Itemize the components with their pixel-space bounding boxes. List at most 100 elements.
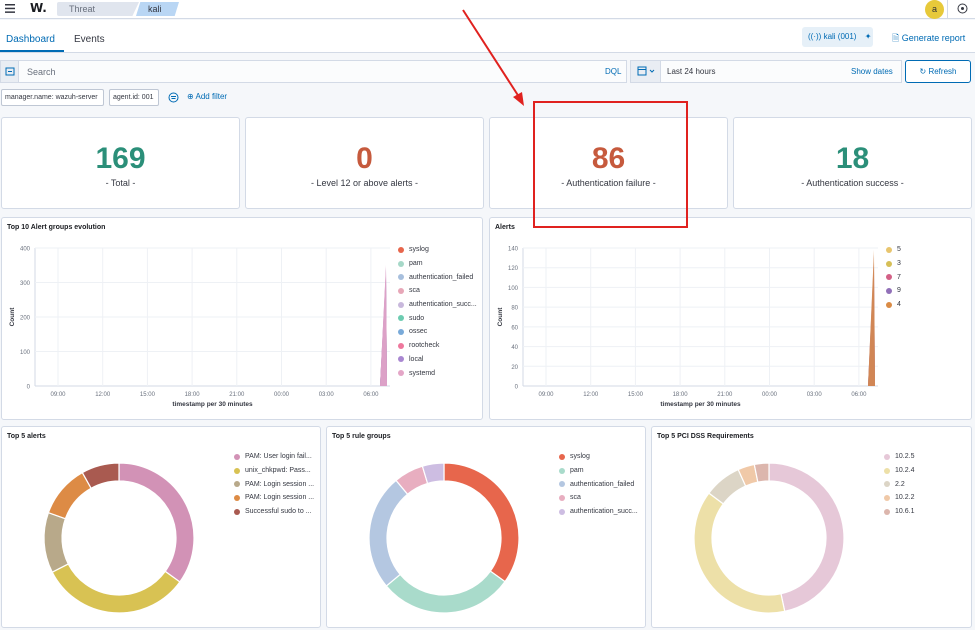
alerts-legend-item[interactable]: 7 xyxy=(886,270,901,284)
query-language-button[interactable]: DQL xyxy=(605,67,622,76)
donut-slice xyxy=(43,511,70,573)
alert-groups-legend-item[interactable]: authentication_failed xyxy=(398,270,477,284)
top5-alerts-legend-item[interactable]: PAM: User login fail... xyxy=(234,450,314,464)
legend-label: sca xyxy=(409,287,420,295)
alerts-legend-item[interactable]: 3 xyxy=(886,257,901,271)
area-series-mark xyxy=(380,264,387,386)
legend-label: rootcheck xyxy=(409,342,440,350)
x-tick-label: 12:00 xyxy=(583,392,599,398)
help-icon[interactable] xyxy=(957,3,968,14)
search-bar[interactable]: Search DQL xyxy=(0,60,627,83)
annotation-arrow-head xyxy=(513,92,524,106)
filter-pill-manager[interactable]: manager.name: wazuh-server xyxy=(1,89,104,106)
show-dates-link[interactable]: Show dates xyxy=(851,67,893,76)
legend-label: 9 xyxy=(897,287,901,295)
legend-swatch xyxy=(559,453,565,460)
alert-groups-chart-title: Top 10 Alert groups evolution xyxy=(7,224,106,231)
alerts-chart-title: Alerts xyxy=(495,224,515,231)
alert-groups-legend-item[interactable]: syslog xyxy=(398,243,477,257)
filter-pill-agent[interactable]: agent.id: 001 xyxy=(109,89,159,106)
alerts-legend-item[interactable]: 5 xyxy=(886,243,901,257)
top5-alerts-legend-item[interactable]: PAM: Login session ... xyxy=(234,491,314,505)
top5-alerts-legend-item[interactable]: PAM: Login session ... xyxy=(234,477,314,491)
top5-pci-legend-item[interactable]: 10.2.5 xyxy=(884,450,914,464)
top5-alerts-legend: PAM: User login fail... unix_chkpwd: Pass… xyxy=(234,450,314,518)
saved-query-icon[interactable] xyxy=(1,61,19,82)
user-avatar[interactable]: a xyxy=(925,0,944,19)
top5-alerts-legend-item[interactable]: Successful sudo to ... xyxy=(234,505,314,519)
legend-swatch xyxy=(234,481,240,488)
legend-swatch xyxy=(398,370,404,377)
top5-pci-legend-item[interactable]: 10.2.4 xyxy=(884,464,914,478)
legend-swatch xyxy=(886,287,892,294)
top5-rule-groups-legend-item[interactable]: authentication_succ... xyxy=(559,505,638,519)
legend-label: 10.6.1 xyxy=(895,508,915,516)
agent-signal-icon: ((·)) xyxy=(808,32,822,41)
pin-icon[interactable]: ✦ xyxy=(864,32,872,41)
legend-swatch xyxy=(559,494,565,501)
y-tick-label: 0 xyxy=(515,385,519,391)
top5-rule-groups-legend-item[interactable]: syslog xyxy=(559,450,638,464)
top5-pci-legend-item[interactable]: 10.2.2 xyxy=(884,491,914,505)
y-tick-label: 100 xyxy=(20,350,31,356)
stat-level12-value: 0 xyxy=(356,142,373,175)
legend-label: 10.2.2 xyxy=(895,494,915,502)
top5-rule-groups-legend-item[interactable]: authentication_failed xyxy=(559,477,638,491)
plus-circle-icon: ⊕ xyxy=(187,92,194,101)
top5-rule-groups-legend-item[interactable]: pam xyxy=(559,464,638,478)
filter-options-icon[interactable] xyxy=(168,92,179,103)
y-tick-label: 300 xyxy=(20,281,31,287)
x-axis-label: timestamp per 30 minutes xyxy=(660,401,741,408)
top5-pci-panel: Top 5 PCI DSS Requirements 10.2.5 10.2.4 2… xyxy=(651,426,972,628)
stat-auth-success-value: 18 xyxy=(835,142,870,175)
top5-rule-groups-panel: Top 5 rule groups syslog pam authenticatio… xyxy=(326,426,646,628)
stat-total-panel: 169 - Total - xyxy=(1,117,240,209)
agent-selector[interactable]: ((·)) kali (001) ✦ xyxy=(802,27,873,47)
legend-label: 10.2.5 xyxy=(895,453,915,461)
legend-swatch xyxy=(884,481,890,488)
tab-events[interactable]: Events xyxy=(74,34,105,45)
top5-pci-title: Top 5 PCI DSS Requirements xyxy=(657,433,754,440)
breadcrumb-threat-hunting[interactable]: Threat Hunting xyxy=(57,2,139,16)
alerts-legend-item[interactable]: 4 xyxy=(886,298,901,312)
top5-pci-legend-item[interactable]: 10.6.1 xyxy=(884,505,914,519)
generate-report-label: Generate report xyxy=(901,33,966,43)
alert-groups-legend-item[interactable]: authentication_succ... xyxy=(398,298,477,312)
search-input[interactable]: Search xyxy=(27,67,56,77)
alert-groups-legend-item[interactable]: systemd xyxy=(398,366,477,380)
alert-groups-legend-item[interactable]: sca xyxy=(398,284,477,298)
legend-label: unix_chkpwd: Pass... xyxy=(245,467,311,475)
alert-groups-legend-item[interactable]: rootcheck xyxy=(398,339,477,353)
top5-pci-legend-item[interactable]: 2.2 xyxy=(884,477,914,491)
alert-groups-legend-item[interactable]: local xyxy=(398,353,477,367)
legend-swatch xyxy=(884,508,890,515)
top5-alerts-legend-item[interactable]: unix_chkpwd: Pass... xyxy=(234,464,314,478)
y-axis-label: Count xyxy=(497,307,504,327)
y-tick-label: 400 xyxy=(20,247,31,253)
top5-rule-groups-legend-item[interactable]: sca xyxy=(559,491,638,505)
alert-groups-legend-item[interactable]: pam xyxy=(398,257,477,271)
alerts-legend-item[interactable]: 9 xyxy=(886,284,901,298)
alert-groups-legend-item[interactable]: ossec xyxy=(398,325,477,339)
generate-report-button[interactable]: 🗎 Generate report xyxy=(892,31,965,47)
legend-label: systemd xyxy=(409,369,436,377)
tab-dashboard[interactable]: Dashboard xyxy=(6,34,55,45)
calendar-dropdown-button[interactable] xyxy=(631,61,661,82)
date-range-value[interactable]: Last 24 hours xyxy=(667,67,716,76)
top-nav-bar: W. Threat Hunting kali a xyxy=(0,0,975,19)
legend-swatch xyxy=(234,453,240,460)
breadcrumb-agent[interactable]: kali xyxy=(136,2,179,16)
hamburger-icon xyxy=(4,3,15,16)
alert-groups-legend-item[interactable]: sudo xyxy=(398,311,477,325)
refresh-button[interactable]: ↻ Refresh xyxy=(905,60,971,83)
legend-label: authentication_succ... xyxy=(570,508,638,516)
wazuh-logo[interactable]: W. xyxy=(30,1,47,15)
date-picker[interactable]: Last 24 hours Show dates xyxy=(630,60,902,83)
legend-label: 2.2 xyxy=(895,480,905,488)
x-tick-label: 03:00 xyxy=(807,392,823,398)
donut-slice xyxy=(118,462,195,583)
legend-label: 10.2.4 xyxy=(895,467,915,475)
menu-button[interactable] xyxy=(0,0,19,19)
x-tick-label: 09:00 xyxy=(50,392,66,398)
add-filter-button[interactable]: ⊕ Add filter xyxy=(187,92,227,101)
